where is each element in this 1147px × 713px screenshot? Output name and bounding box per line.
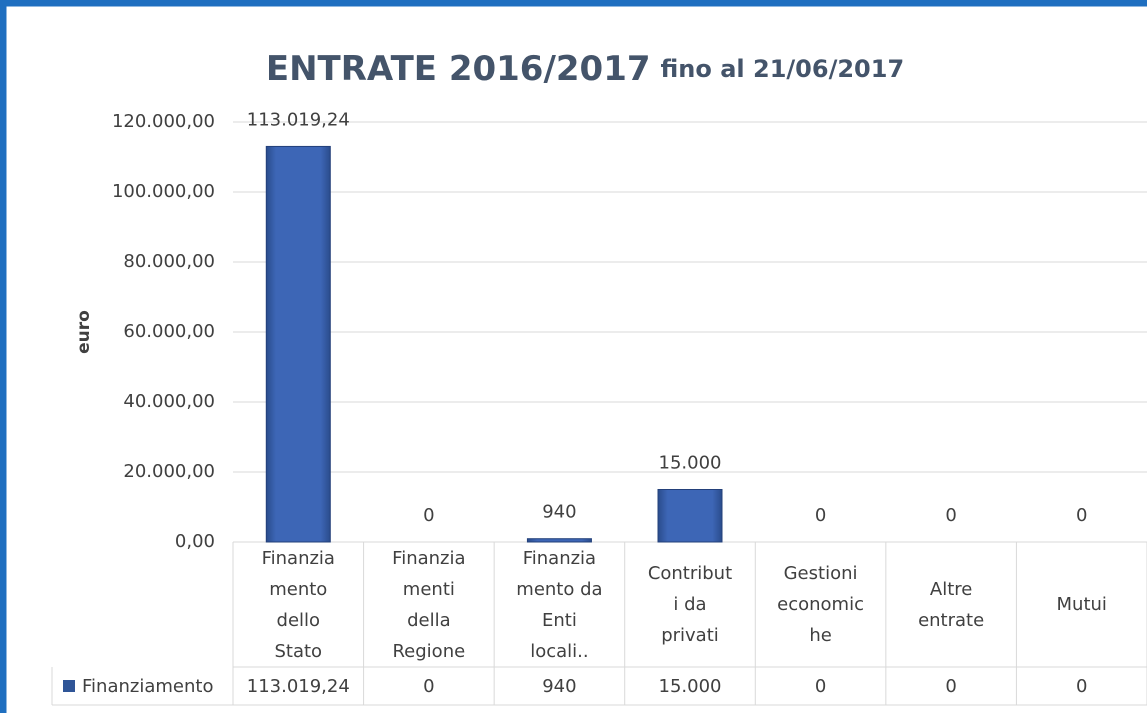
y-axis-label: euro xyxy=(74,310,94,354)
x-tick-label: Contribut i da privati xyxy=(647,563,733,646)
data-label: 15.000 xyxy=(659,453,722,474)
title-group: ENTRATE 2016/2017 fino al 21/06/2017 xyxy=(266,49,904,89)
y-tick-label: 20.000,00 xyxy=(123,461,215,482)
bar xyxy=(526,538,592,543)
y-tick-label: 40.000,00 xyxy=(123,391,215,412)
table-value: 0 xyxy=(945,676,956,697)
y-tick-label: 100.000,00 xyxy=(112,181,215,202)
x-tick-label: Gestioni economic he xyxy=(777,563,864,646)
legend-label: Finanziamento xyxy=(82,676,213,697)
y-tick-label: 80.000,00 xyxy=(123,251,215,272)
legend-marker xyxy=(63,680,75,692)
table-value: 940 xyxy=(542,676,576,697)
data-label: 0 xyxy=(423,505,434,526)
chart-subtitle: fino al 21/06/2017 xyxy=(661,55,905,83)
data-label: 0 xyxy=(945,505,956,526)
x-tick-label: Finanzia menti della Regione xyxy=(392,547,466,662)
bar xyxy=(265,145,331,543)
data-label: 0 xyxy=(815,505,826,526)
table-value: 15.000 xyxy=(659,676,722,697)
y-tick-label: 120.000,00 xyxy=(112,111,215,132)
data-label: 0 xyxy=(1076,505,1087,526)
x-tick-label: Finanzia mento dello Stato xyxy=(261,547,335,662)
table-value: 113.019,24 xyxy=(247,676,350,697)
bar xyxy=(657,489,723,543)
table-value: 0 xyxy=(1076,676,1087,697)
table-value: 0 xyxy=(815,676,826,697)
x-tick-label: Altre entrate xyxy=(918,578,985,631)
x-tick-label: Finanzia mento da Enti locali.. xyxy=(516,547,603,662)
data-label: 940 xyxy=(542,502,576,523)
table-value: 0 xyxy=(423,676,434,697)
chart-title: ENTRATE 2016/2017 xyxy=(266,49,651,89)
data-label: 113.019,24 xyxy=(247,109,350,130)
y-tick-label: 60.000,00 xyxy=(123,321,215,342)
x-tick-label: Mutui xyxy=(1056,594,1107,615)
y-tick-label: 0,00 xyxy=(175,531,215,552)
